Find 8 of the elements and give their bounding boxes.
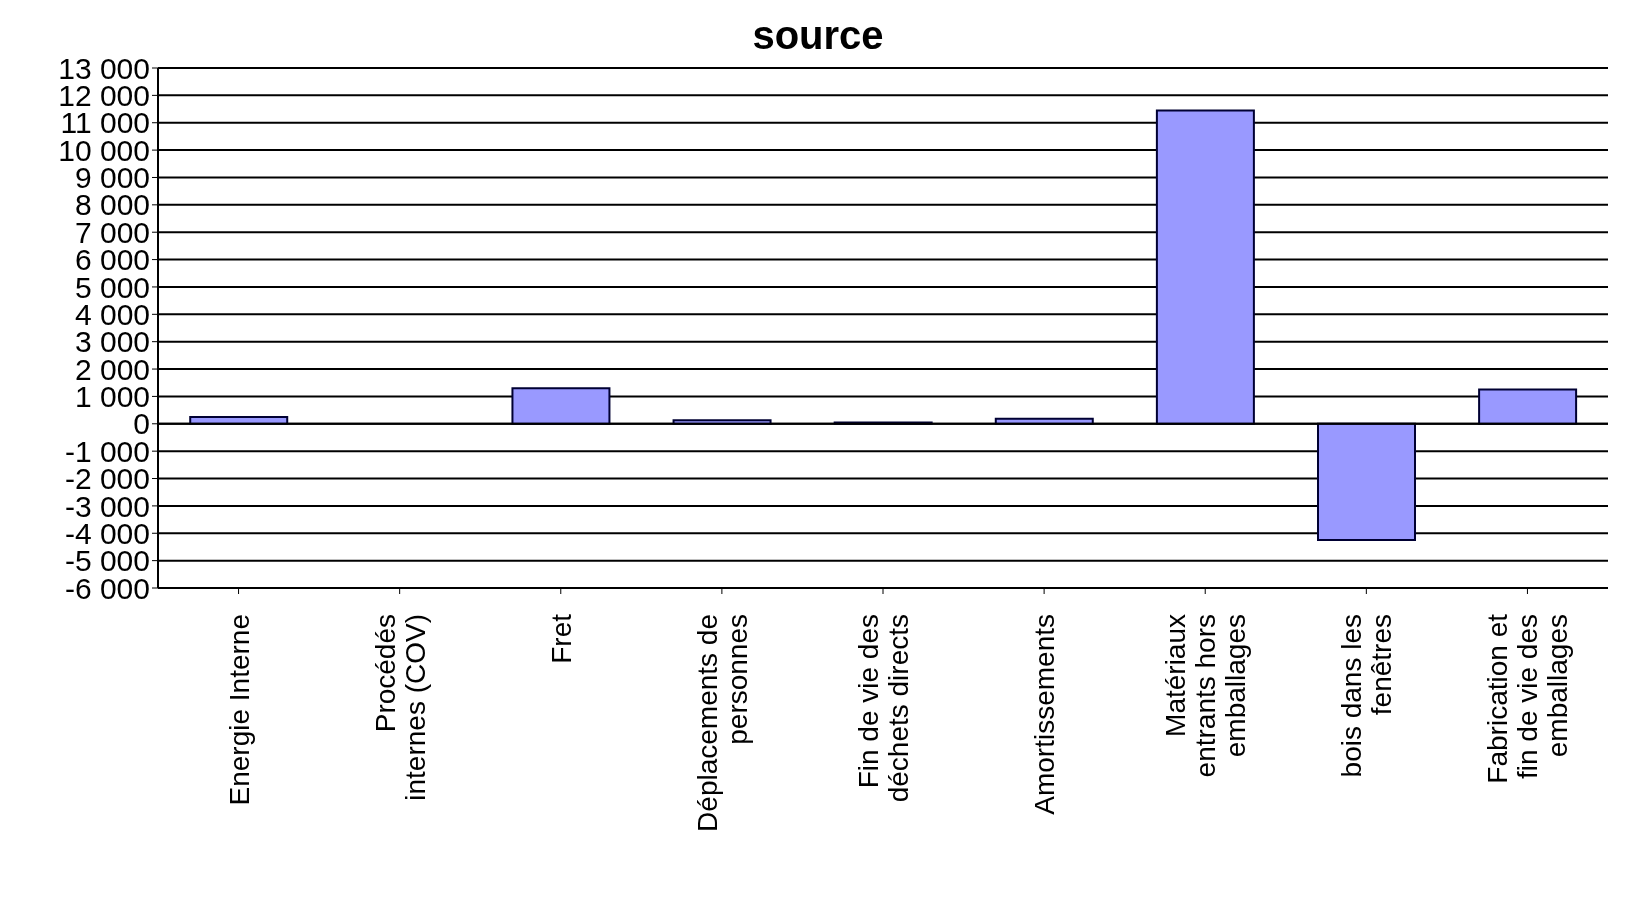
- x-tick-label: Matériaux entrants hors emballages: [1160, 614, 1252, 778]
- x-tick-label: Energie Interne: [223, 614, 255, 806]
- x-tick-label: Déplacements de personnes: [691, 614, 753, 832]
- x-tick-label: bois dans les fenêtres: [1336, 614, 1398, 778]
- x-tick-label: Procédés internes (COV): [369, 614, 431, 801]
- x-tick-label: Fret: [545, 613, 577, 664]
- x-tick-label: Amortissements: [1029, 614, 1061, 815]
- chart-title: source: [752, 13, 884, 57]
